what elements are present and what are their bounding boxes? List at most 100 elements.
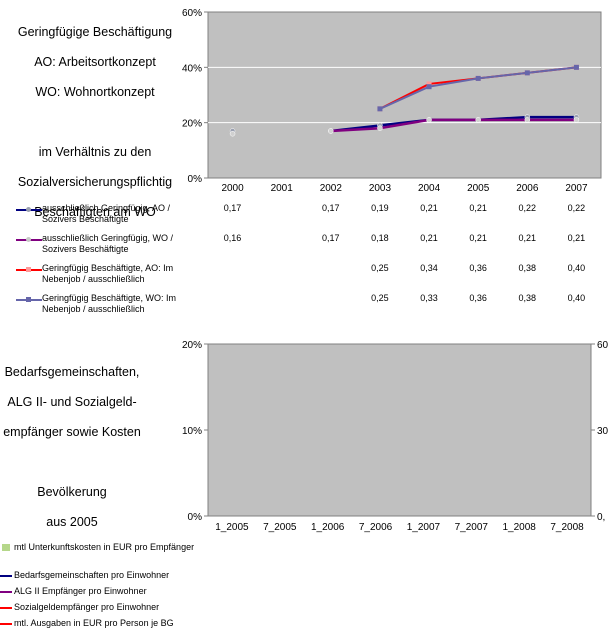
- legend-label: Geringfügig Beschäftigte, AO: Im Nebenjo…: [42, 263, 174, 284]
- caption-line: AO: Arbeitsortkonzept: [34, 55, 156, 69]
- table-value-cell: 0,40: [567, 293, 586, 303]
- table-value-cell: 0,21: [420, 203, 438, 213]
- table-value-cell: 0,38: [518, 263, 537, 273]
- table-value-cell: 0,21: [469, 203, 487, 213]
- caption-line: Bevölkerung: [37, 485, 107, 499]
- legend-key-icon: [0, 623, 12, 625]
- table-value-cell: 0,18: [371, 233, 389, 243]
- x-tick-label: 7_2007: [455, 522, 489, 533]
- x-tick-label: 1_2008: [503, 522, 537, 533]
- plot-area: [207, 11, 602, 179]
- x-tick-label: 7_2006: [359, 522, 393, 533]
- legend-key-icon: [16, 267, 42, 272]
- data-point: [328, 128, 334, 134]
- x-tick-label: 1_2006: [311, 522, 345, 533]
- plot-area: [207, 343, 592, 517]
- top-legend-table: ausschließlich Geringfügig, AO / Soziver…: [0, 203, 608, 323]
- legend-label: mtl. Ausgaben in EUR pro Person je BG: [14, 618, 174, 628]
- caption-line: ALG II- und Sozialgeld-: [7, 395, 137, 409]
- data-point: [475, 75, 481, 81]
- table-value-cell: 0,16: [223, 233, 242, 243]
- bottom-chart-caption: Bedarfsgemeinschaften, ALG II- und Sozia…: [0, 350, 172, 545]
- caption-line: Beschäftigten am WO: [34, 205, 156, 219]
- table-value-cell: 0,21: [469, 233, 487, 243]
- table-value-cell: 0,21: [567, 233, 586, 243]
- y2-tick-label: 30: [597, 426, 608, 437]
- table-value-cell: 0,22: [567, 203, 586, 213]
- data-point: [475, 117, 481, 123]
- data-point: [377, 125, 383, 131]
- legend-label: Bedarfsgemeinschaften pro Einwohner: [14, 570, 170, 580]
- table-value-cell: 0,22: [518, 203, 537, 213]
- table-value-cell: 0,25: [371, 263, 389, 273]
- data-point: [229, 130, 236, 137]
- series-line: [330, 118, 577, 133]
- x-tick-label: 2001: [271, 183, 294, 194]
- table-value-cell: 0,21: [420, 233, 438, 243]
- legend-label: ausschließlich Geringfügig, AO / Soziver…: [42, 203, 171, 224]
- data-point: [426, 84, 432, 90]
- y-tick-label: 60%: [182, 8, 202, 19]
- table-value-cell: 0,38: [518, 293, 537, 303]
- table-value-cell: 0,25: [371, 293, 389, 303]
- legend-key-icon: [0, 607, 12, 609]
- table-value-cell: 0,33: [420, 293, 438, 303]
- x-tick-label: 1_2007: [407, 522, 441, 533]
- x-tick-label: 2002: [320, 183, 343, 194]
- caption-line: empfänger sowie Kosten: [3, 425, 141, 439]
- x-tick-label: 2000: [221, 183, 244, 194]
- y2-tick-label: 60: [597, 340, 608, 351]
- table-value-cell: 0,21: [518, 233, 537, 243]
- legend-key-icon: [2, 544, 10, 551]
- table-value-cell: 0,17: [322, 203, 340, 213]
- table-value-cell: 0,19: [371, 203, 389, 213]
- legend-label: Geringfügig Beschäftigte, WO: Im Nebenjo…: [42, 293, 177, 314]
- legend-key-icon: [16, 297, 42, 302]
- x-tick-label: 2004: [418, 183, 441, 194]
- top-chart-caption: Geringfügige Beschäftigung AO: Arbeitsor…: [0, 10, 190, 235]
- y-tick-label: 20%: [182, 119, 202, 130]
- caption-line: WO: Wohnortkonzept: [35, 85, 155, 99]
- bottom-legend: mtl Unterkunftskosten in EUR pro Empfäng…: [0, 542, 210, 641]
- x-tick-label: 2003: [369, 183, 392, 194]
- y-tick-label: 20%: [182, 340, 202, 351]
- x-tick-label: 2006: [516, 183, 539, 194]
- caption-line: Geringfügige Beschäftigung: [17, 25, 173, 39]
- table-value-cell: 0,36: [469, 263, 487, 273]
- y-tick-label: 0%: [188, 512, 203, 523]
- table-value-cell: 0,36: [469, 293, 487, 303]
- y-tick-label: 10%: [182, 426, 202, 437]
- caption-line: aus 2005: [46, 515, 98, 529]
- bottom-line-chart: 0% 0, 10% 30 20% 60 1_2005 7_2005 1_2006 7_2006 1_…: [182, 340, 608, 533]
- legend-key-icon: [0, 575, 12, 577]
- legend-key-icon: [16, 207, 42, 212]
- x-tick-label: 7_2008: [550, 522, 584, 533]
- caption-line: Sozialversicherungspflichtig: [17, 175, 173, 189]
- legend-label: Sozialgeldempfänger pro Einwohner: [14, 602, 160, 612]
- table-value-cell: 0,40: [567, 263, 586, 273]
- data-point: [524, 70, 530, 76]
- x-tick-label: 1_2005: [215, 522, 249, 533]
- table-value-cell: 0,34: [420, 263, 438, 273]
- data-point: [573, 117, 580, 123]
- table-value-cell: 0,17: [223, 203, 242, 213]
- legend-label: ausschließlich Geringfügig, WO / Soziver…: [42, 233, 174, 254]
- y-tick-label: 0%: [188, 174, 203, 185]
- legend-label: mtl Unterkunftskosten in EUR pro Empfäng…: [14, 542, 195, 552]
- x-tick-label: 2005: [467, 183, 490, 194]
- legend-key-icon: [0, 591, 12, 593]
- data-point: [377, 106, 383, 112]
- caption-line: Bedarfsgemeinschaften,: [4, 365, 140, 379]
- y2-tick-label: 0,: [597, 512, 605, 523]
- legend-label: ALG II Empfänger pro Einwohner: [14, 586, 147, 596]
- data-point: [573, 64, 579, 70]
- top-line-chart: 0% 20% 40% 60% 2000 2001 2002 2003 2004 2005 2006 2…: [182, 8, 602, 194]
- x-tick-label: 2007: [565, 183, 588, 194]
- data-point: [524, 117, 531, 123]
- table-value-cell: 0,17: [322, 233, 340, 243]
- data-point: [426, 117, 432, 123]
- x-tick-label: 7_2005: [263, 522, 297, 533]
- legend-key-icon: [16, 237, 42, 242]
- data-point: [426, 81, 432, 87]
- caption-line: im Verhältnis zu den: [38, 145, 152, 159]
